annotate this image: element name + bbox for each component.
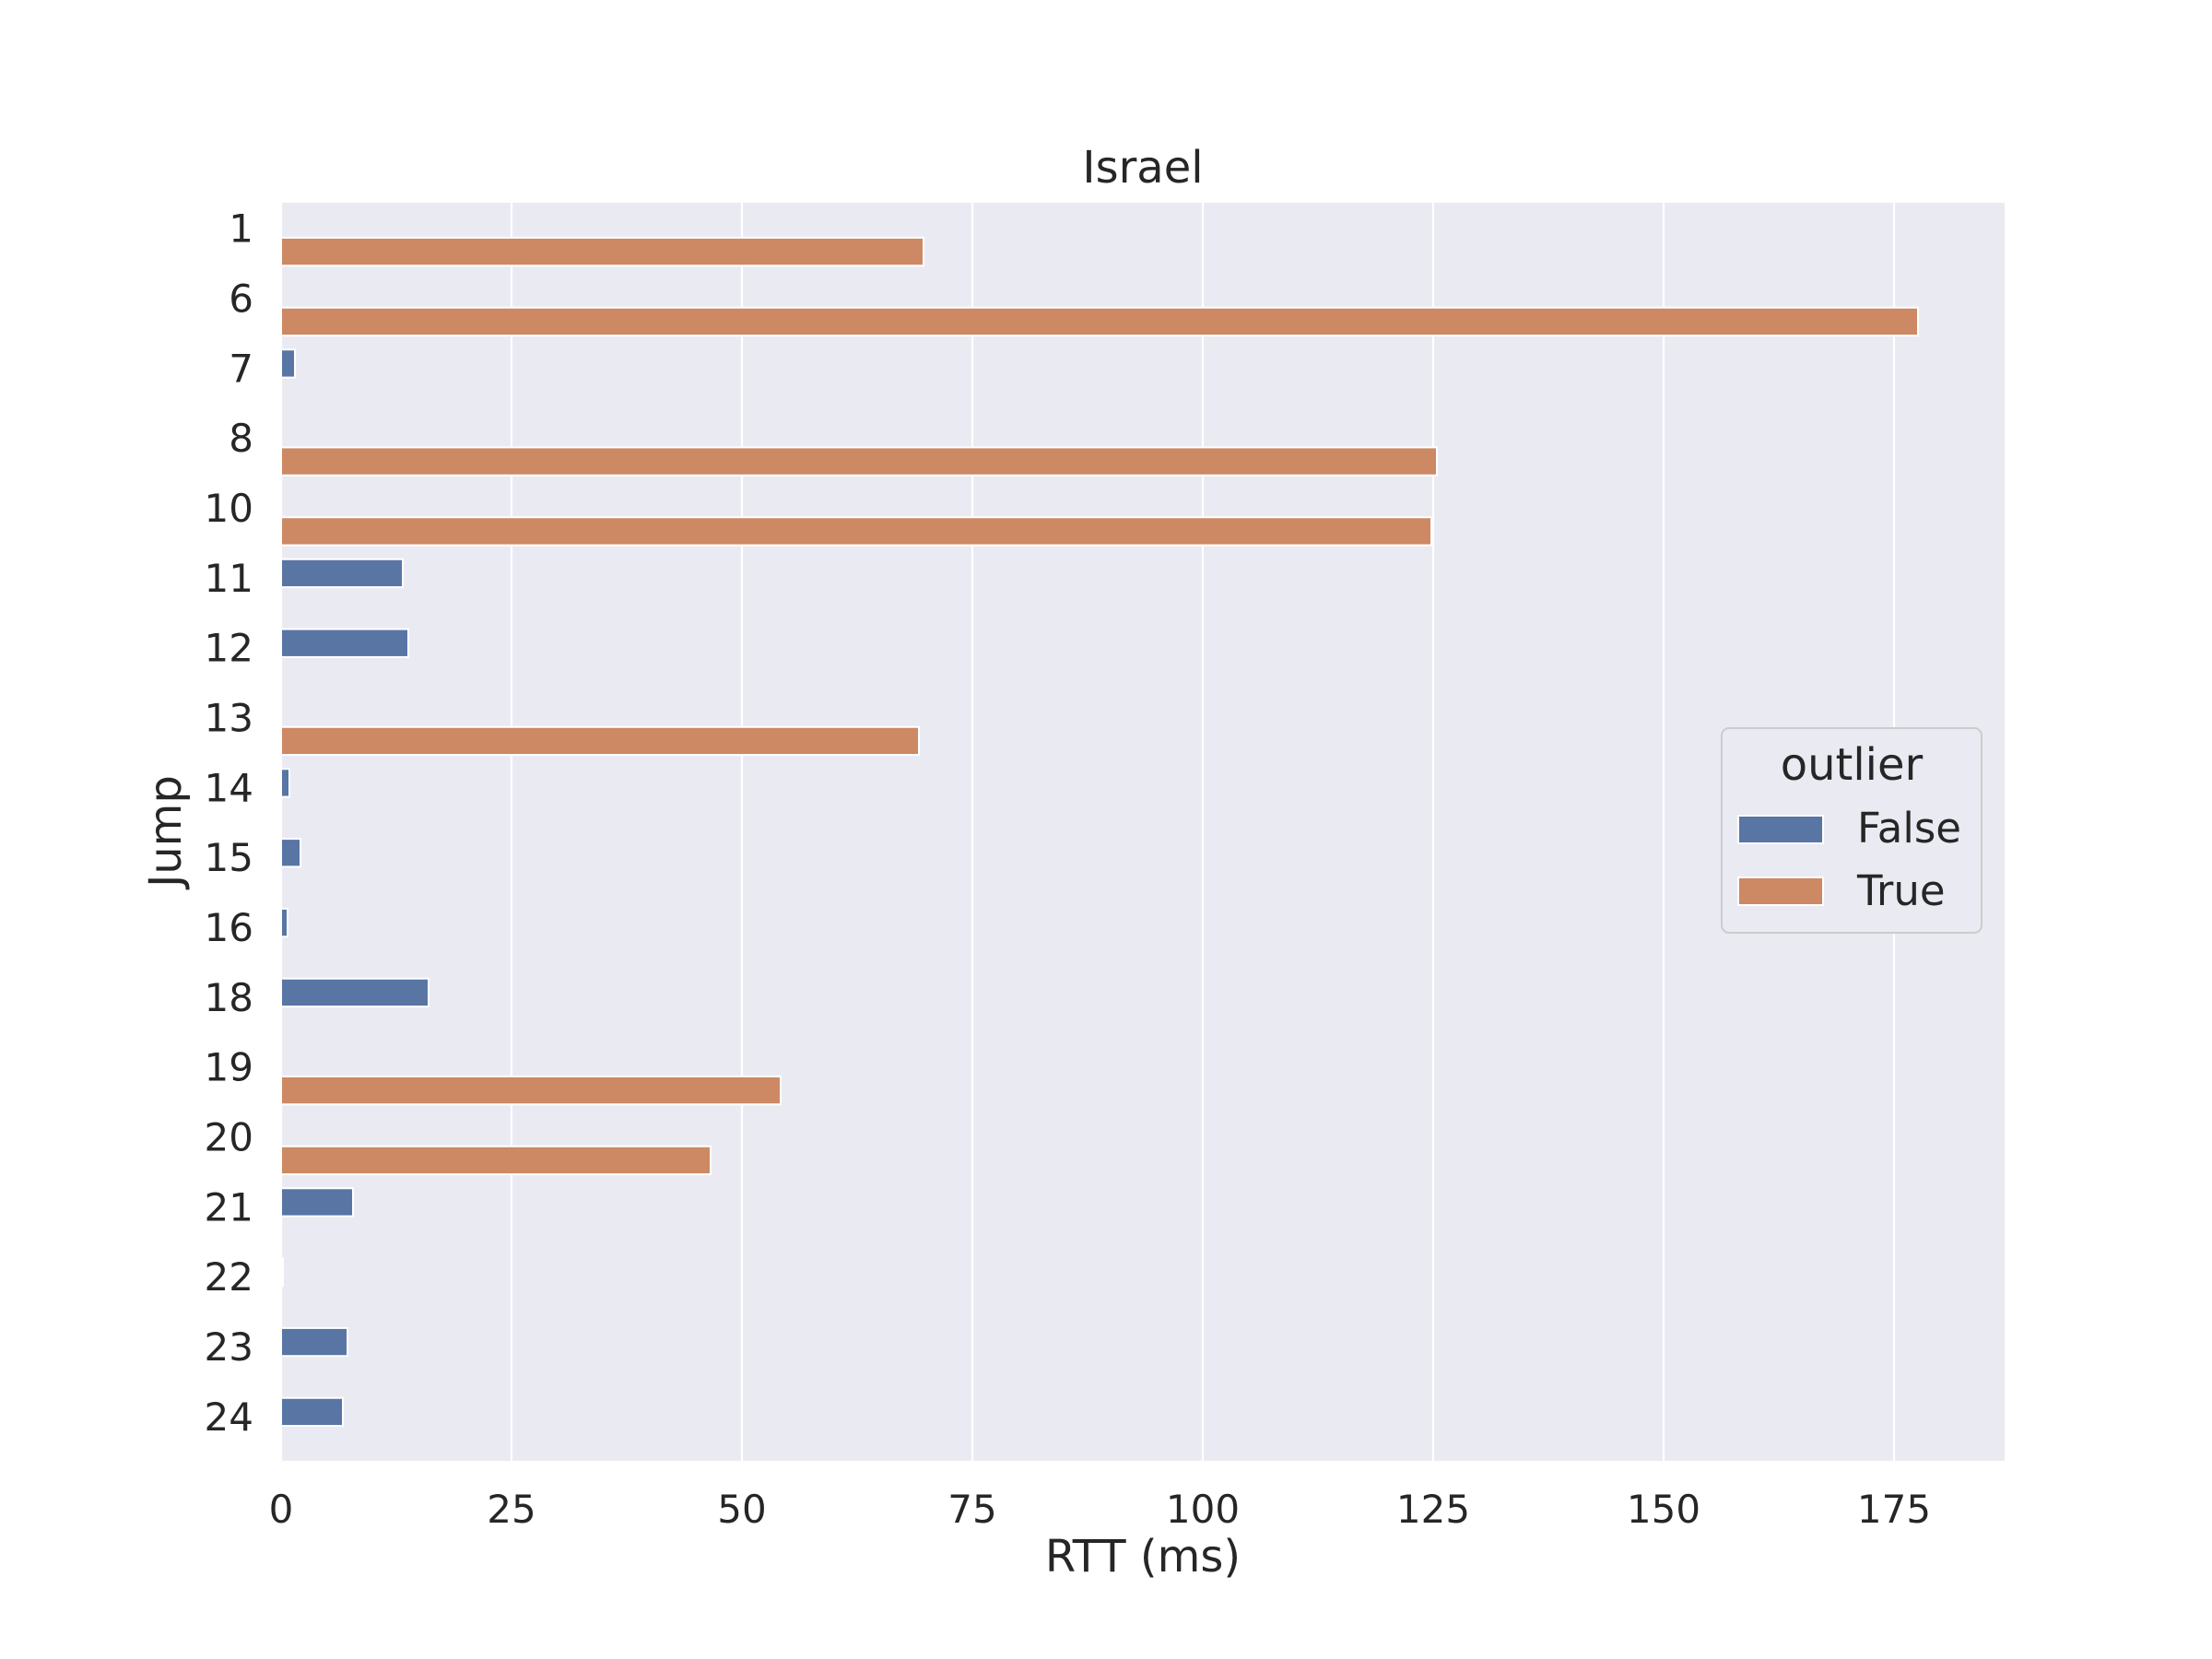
plot-area [281, 203, 2005, 1461]
bar-false-jump-12 [280, 628, 409, 658]
x-tick-label: 50 [717, 1487, 766, 1532]
y-tick-label: 11 [205, 556, 253, 601]
bar-false-jump-16 [280, 907, 288, 938]
grid-lines [279, 203, 1896, 1461]
y-tick-label: 16 [205, 905, 253, 950]
bar-true-jump-1 [280, 236, 924, 267]
legend-label-false: False [1857, 804, 1961, 853]
bar-true-jump-19 [280, 1075, 782, 1106]
x-tick-label: 175 [1857, 1487, 1931, 1532]
y-tick-label: 10 [205, 486, 253, 531]
legend-swatch-false [1737, 815, 1824, 844]
y-tick-label: 14 [205, 765, 253, 810]
bar-true-jump-6 [280, 306, 1919, 337]
bars [280, 236, 1919, 1428]
legend-title: outlier [1781, 739, 1924, 791]
y-tick-label: 24 [205, 1394, 253, 1440]
y-tick-label: 18 [205, 975, 253, 1020]
bar-false-jump-14 [280, 768, 290, 798]
bar-false-jump-23 [280, 1326, 348, 1358]
x-tick-label: 75 [947, 1487, 996, 1532]
bar-false-jump-7 [280, 348, 296, 379]
x-axis-ticks: 0 25 50 75 100 125 150 175 [269, 1487, 1931, 1532]
bar-true-jump-13 [280, 725, 920, 757]
y-tick-label: 21 [205, 1184, 253, 1230]
bar-false-jump-24 [280, 1396, 344, 1428]
bar-false-jump-22 [280, 1257, 284, 1288]
legend-swatch-true [1737, 877, 1824, 906]
bar-false-jump-21 [280, 1187, 354, 1218]
legend-label-true: True [1856, 866, 1946, 915]
y-tick-label: 1 [229, 206, 253, 252]
bar-true-jump-10 [280, 516, 1432, 547]
x-tick-label: 150 [1627, 1487, 1700, 1532]
y-tick-label: 15 [205, 835, 253, 880]
chart-title: Israel [1082, 142, 1203, 194]
bar-false-jump-15 [280, 838, 301, 868]
legend: outlier False True [1721, 727, 1983, 934]
x-tick-label: 100 [1166, 1487, 1240, 1532]
bar-false-jump-18 [280, 977, 429, 1008]
bar-true-jump-20 [280, 1145, 712, 1176]
x-tick-label: 0 [269, 1487, 294, 1532]
y-tick-label: 20 [205, 1114, 253, 1159]
bar-true-jump-8 [280, 446, 1438, 477]
y-tick-label: 13 [205, 695, 253, 740]
bar-false-jump-11 [280, 558, 404, 589]
y-axis-label: Jump [140, 775, 192, 890]
y-tick-label: 6 [229, 276, 253, 321]
y-tick-label: 19 [205, 1045, 253, 1090]
y-tick-label: 12 [205, 626, 253, 671]
y-tick-label: 22 [205, 1254, 253, 1300]
x-axis-label: RTT (ms) [1045, 1531, 1241, 1583]
y-tick-label: 8 [229, 416, 253, 461]
y-tick-label: 23 [205, 1324, 253, 1370]
x-tick-label: 25 [487, 1487, 535, 1532]
x-tick-label: 125 [1396, 1487, 1470, 1532]
y-tick-label: 7 [229, 346, 253, 391]
